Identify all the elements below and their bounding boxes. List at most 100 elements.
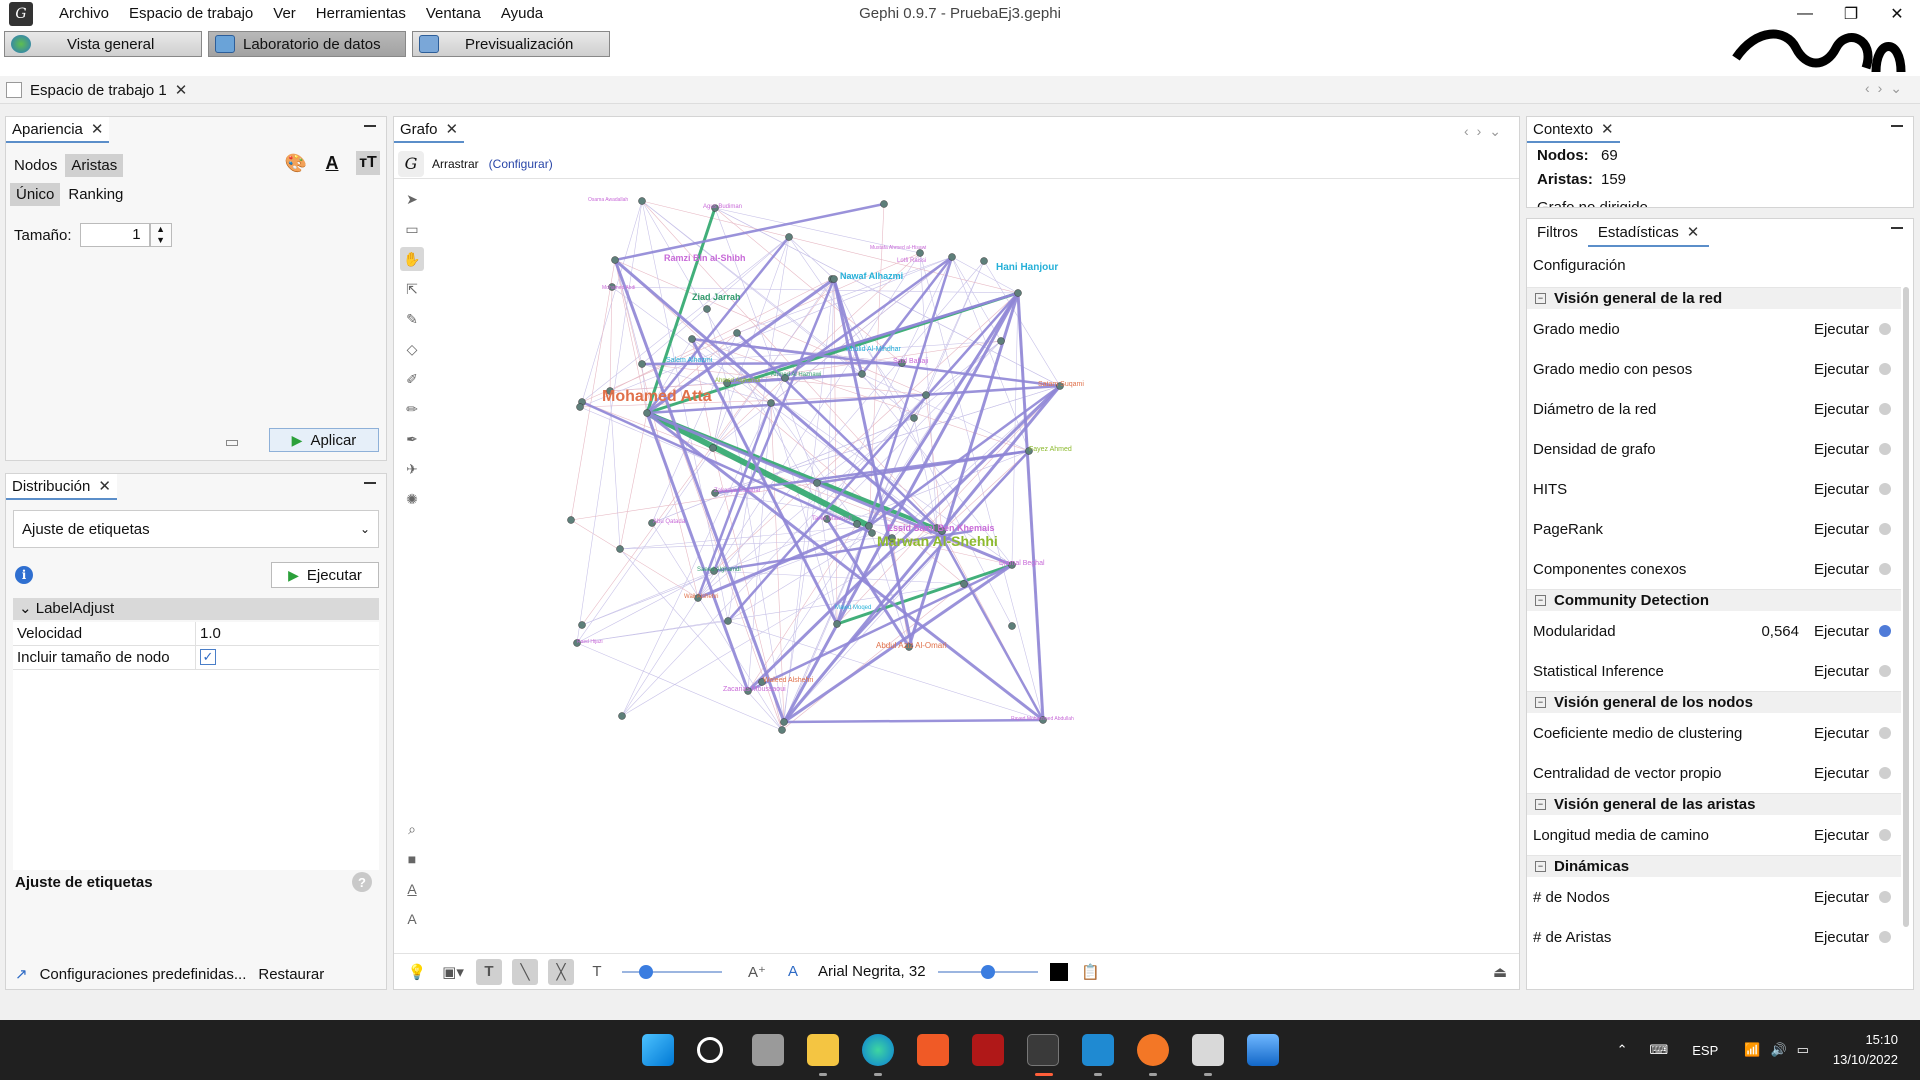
menu-ayuda[interactable]: Ayuda (500, 5, 544, 22)
edge-browser-icon[interactable] (862, 1034, 894, 1066)
font-size-icon[interactable]: A (407, 911, 417, 927)
network-graph[interactable]: Mohamed Atta Marwan Al-Shehhi Hani Hanjour… (432, 181, 1518, 951)
airplane-icon[interactable]: ✈ (406, 460, 418, 477)
stat-info-icon[interactable] (1879, 931, 1891, 943)
brush-icon[interactable]: ✎ (406, 310, 418, 327)
stat-info-icon[interactable] (1879, 625, 1891, 637)
run-statistic-button[interactable]: Ejecutar (1813, 662, 1869, 680)
tab-edges[interactable]: Aristas (65, 153, 124, 177)
edge-scale-knob[interactable] (639, 964, 654, 979)
graph-node[interactable] (868, 529, 876, 537)
collapse-icon[interactable]: − (1535, 293, 1546, 304)
stats-section-header[interactable]: − Visión general de las aristas (1527, 793, 1901, 815)
run-statistic-button[interactable]: Ejecutar (1813, 520, 1869, 538)
graph-node[interactable] (780, 718, 788, 726)
graph-node[interactable] (1025, 447, 1033, 455)
graph-node[interactable] (573, 639, 581, 647)
menu-archivo[interactable]: Archivo (59, 5, 110, 22)
tab-statistics[interactable]: Estadísticas ✕ (1587, 219, 1710, 247)
graph-node[interactable] (922, 391, 930, 399)
graph-node[interactable] (688, 335, 696, 343)
battery-icon[interactable]: ▭ (1796, 1042, 1809, 1057)
stats-section-header[interactable]: − Dinámicas (1527, 855, 1901, 877)
graph-node[interactable] (948, 253, 956, 261)
shortest-path-icon[interactable]: ✺ (406, 490, 418, 507)
stats-section-header[interactable]: − Visión general de la red (1527, 287, 1901, 309)
graph-canvas[interactable]: Mohamed Atta Marwan Al-Shehhi Hani Hanjour… (432, 181, 1518, 951)
graph-node[interactable] (1008, 561, 1016, 569)
graph-node[interactable] (618, 712, 626, 720)
graph-node[interactable] (578, 621, 586, 629)
collapse-icon[interactable]: − (1535, 799, 1546, 810)
graph-node[interactable] (733, 329, 741, 337)
graph-node[interactable] (723, 379, 731, 387)
collapse-icon[interactable]: − (1535, 861, 1546, 872)
brave-browser-icon[interactable] (917, 1034, 949, 1066)
size-input[interactable]: 1 (79, 223, 150, 247)
graph-node[interactable] (997, 337, 1005, 345)
clock[interactable]: 15:10 13/10/2022 (1833, 1030, 1898, 1070)
stat-info-icon[interactable] (1879, 363, 1891, 375)
gephi-taskbar-icon[interactable] (1027, 1034, 1059, 1066)
run-layout-button[interactable]: ▶ Ejecutar (271, 562, 379, 588)
stat-info-icon[interactable] (1879, 443, 1891, 455)
graph-node[interactable] (813, 479, 821, 487)
run-statistic-button[interactable]: Ejecutar (1813, 928, 1869, 946)
graph-node[interactable] (710, 567, 718, 575)
graph-node[interactable] (1056, 382, 1064, 390)
graph-node[interactable] (938, 527, 946, 535)
restore-window-icon[interactable]: ❐ (1843, 6, 1859, 23)
graph-node[interactable] (785, 233, 793, 241)
graph-node[interactable] (960, 580, 968, 588)
stat-info-icon[interactable] (1879, 767, 1891, 779)
graph-node[interactable] (576, 403, 584, 411)
graph-node[interactable] (1008, 622, 1016, 630)
graph-node[interactable] (853, 520, 861, 528)
stat-info-icon[interactable] (1879, 323, 1891, 335)
tab-unique[interactable]: Único (10, 183, 61, 206)
graph-node[interactable] (638, 360, 646, 368)
graph-node[interactable] (616, 545, 624, 553)
stats-section-header[interactable]: − Visión general de los nodos (1527, 691, 1901, 713)
keyboard-icon[interactable]: ⌨ (1649, 1042, 1669, 1057)
chevron-up-icon[interactable]: ⌃ (1616, 1042, 1628, 1057)
drag-hand-icon[interactable]: ✋ (400, 247, 424, 271)
graph-node[interactable] (611, 256, 619, 264)
close-layout-icon[interactable]: ✕ (98, 478, 111, 495)
tab-nodes[interactable]: Nodos (14, 156, 58, 174)
run-statistic-button[interactable]: Ejecutar (1813, 888, 1869, 906)
file-explorer-icon[interactable] (807, 1034, 839, 1066)
stat-info-icon[interactable] (1879, 403, 1891, 415)
snipping-tool-icon[interactable] (1192, 1034, 1224, 1066)
gephi-app-icon[interactable]: G (9, 2, 33, 26)
graph-node[interactable] (778, 726, 786, 734)
stat-info-icon[interactable] (1879, 563, 1891, 575)
graph-node[interactable] (980, 257, 988, 265)
minimize-appearance-icon[interactable] (364, 125, 376, 127)
diamond-icon[interactable]: ◇ (406, 340, 418, 357)
highlighter-icon[interactable]: ✒ (406, 430, 418, 447)
graph-node[interactable] (724, 617, 732, 625)
run-statistic-button[interactable]: Ejecutar (1813, 320, 1869, 338)
graph-node[interactable] (711, 204, 719, 212)
minimize-layout-icon[interactable] (364, 482, 376, 484)
graph-node[interactable] (606, 387, 614, 395)
graph-node[interactable] (905, 643, 913, 651)
workspace-tab[interactable]: Espacio de trabajo 1 ✕ (6, 78, 187, 102)
stat-info-icon[interactable] (1879, 483, 1891, 495)
show-labels-icon[interactable]: T (476, 958, 502, 985)
edge-toggle-icon[interactable]: ╲ (512, 958, 538, 985)
graph-node[interactable] (608, 283, 616, 291)
search-icon[interactable] (697, 1037, 723, 1063)
run-statistic-button[interactable]: Ejecutar (1813, 764, 1869, 782)
menu-espacio-de-trabajo[interactable]: Espacio de trabajo (129, 5, 254, 22)
close-appearance-icon[interactable]: ✕ (90, 121, 104, 138)
overview-mode-button[interactable]: Vista general (4, 31, 202, 57)
zoom-icon[interactable]: ⌕ (408, 820, 416, 837)
run-statistic-button[interactable]: Ejecutar (1813, 400, 1869, 418)
wifi-icon[interactable]: 📶 (1744, 1042, 1761, 1057)
label-color-swatch[interactable] (1049, 962, 1068, 981)
tab-filters[interactable]: Filtros (1537, 224, 1578, 241)
stat-info-icon[interactable] (1879, 727, 1891, 739)
run-statistic-button[interactable]: Ejecutar (1813, 826, 1869, 844)
